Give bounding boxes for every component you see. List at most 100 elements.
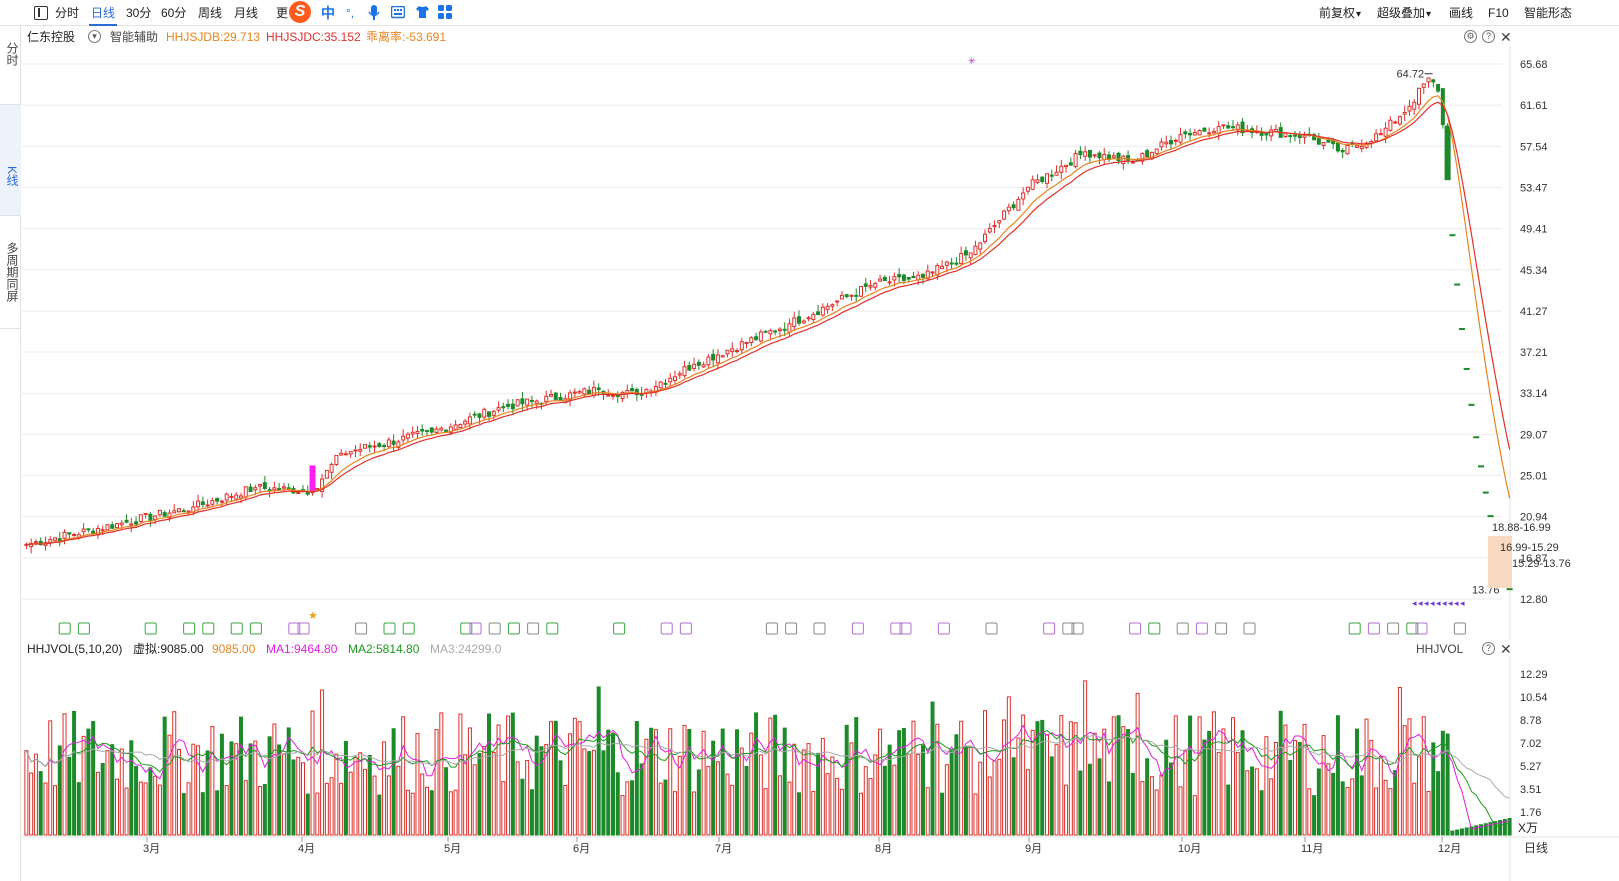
- volume-bar: [205, 750, 210, 836]
- smart-assist-label[interactable]: 智能辅助: [110, 30, 159, 44]
- candle-body: [1002, 210, 1007, 220]
- range-label-3: 15.29-13.76: [1512, 558, 1571, 570]
- f10-button[interactable]: F10: [1488, 6, 1509, 20]
- volume-bar: [911, 720, 916, 836]
- tab-more[interactable]: 更: [276, 6, 289, 20]
- volume-bar: [1402, 725, 1407, 836]
- assist-toggle-icon[interactable]: ▾: [88, 30, 101, 43]
- candle-body: [1355, 145, 1359, 149]
- candle-body: [868, 285, 873, 288]
- help-icon[interactable]: ?: [1482, 30, 1495, 43]
- skin-shirt-icon[interactable]: [415, 5, 430, 25]
- volume-bar: [649, 727, 654, 836]
- volume-bar: [730, 784, 735, 836]
- candle-body: [1378, 133, 1383, 136]
- candle-body: [372, 445, 377, 448]
- tab-30min[interactable]: 30分: [126, 6, 152, 20]
- candle-body: [434, 428, 439, 433]
- candle-body: [983, 233, 987, 242]
- ime-logo-icon[interactable]: S: [289, 1, 311, 23]
- volume-bar: [320, 689, 325, 836]
- candle-body: [811, 313, 816, 321]
- volume-bar: [816, 752, 821, 836]
- vtab-intraday[interactable]: 分时: [5, 42, 19, 66]
- candle-body: [148, 513, 153, 521]
- volume-bar: [367, 754, 372, 836]
- volume-bar: [768, 717, 773, 836]
- microphone-icon[interactable]: [368, 5, 380, 25]
- close-volume-icon[interactable]: ✕: [1500, 641, 1512, 657]
- tab-daily[interactable]: 日线: [88, 6, 118, 26]
- vtab-multi-period[interactable]: 多周期同屏: [5, 242, 19, 302]
- ime-punct-toggle[interactable]: °,: [346, 6, 355, 20]
- volume-bar: [1231, 717, 1235, 836]
- candle-body: [873, 282, 878, 288]
- volume-bar: [1235, 752, 1240, 836]
- volume-chart[interactable]: 12.29 10.54 8.78 7.02 5.27 3.51 1.76 X万 3月 4月 5月 6月…: [22, 656, 1619, 881]
- volume-bar: [596, 686, 601, 836]
- toolbox-grid-icon[interactable]: [438, 5, 452, 25]
- candle-body: [506, 403, 511, 407]
- volume-bar: [334, 753, 339, 836]
- keyboard-icon[interactable]: [391, 6, 405, 26]
- volume-bar: [1111, 716, 1116, 836]
- volume-bar: [801, 749, 806, 836]
- volume-bar: [854, 717, 859, 836]
- tab-60min[interactable]: 60分: [161, 6, 187, 20]
- ime-chinese-toggle[interactable]: 中: [321, 5, 335, 21]
- volume-bar: [983, 710, 987, 836]
- candlestick-chart[interactable]: 65.68 61.61 57.54 53.47 49.41 45.34 41.27 37.21…: [22, 46, 1619, 640]
- tab-monthly[interactable]: 月线: [234, 6, 259, 20]
- candle-body: [596, 387, 601, 391]
- candle-body: [906, 277, 911, 280]
- tab-intraday[interactable]: 分时: [55, 6, 80, 20]
- volume-help-icon[interactable]: ?: [1482, 642, 1495, 655]
- candle-body: [115, 523, 119, 529]
- volume-bar: [95, 771, 100, 836]
- candle-body: [467, 416, 472, 425]
- candle-body: [1436, 84, 1441, 92]
- volume-bar: [138, 781, 143, 836]
- price-axis-label: 53.47: [1520, 183, 1548, 195]
- candle-body: [1092, 154, 1097, 157]
- volume-bar: [644, 738, 649, 836]
- draw-line-button[interactable]: 画线: [1449, 6, 1474, 20]
- range-box-fill: [1488, 536, 1512, 588]
- volume-bar: [1335, 715, 1340, 836]
- tab-weekly[interactable]: 周线: [198, 6, 223, 20]
- candle-body: [921, 273, 925, 278]
- date-axis-label: 6月: [573, 843, 590, 855]
- volume-bar: [820, 737, 825, 836]
- volume-bar: [76, 782, 81, 836]
- volume-bar: [1006, 696, 1011, 836]
- settings-gear-icon[interactable]: ⚙: [1464, 30, 1477, 43]
- volume-bar: [167, 734, 172, 836]
- candle-body: [405, 433, 410, 439]
- candle-body: [949, 262, 954, 265]
- volume-bar: [997, 758, 1002, 836]
- candle-body: [582, 388, 587, 395]
- event-icon: [1195, 622, 1208, 635]
- smart-pattern-button[interactable]: 智能形态: [1524, 6, 1573, 20]
- candle-body: [239, 495, 243, 499]
- volume-bar: [467, 727, 472, 836]
- volume-bar: [797, 792, 801, 836]
- sidebar-toggle-icon[interactable]: [34, 6, 48, 20]
- vtab-kline[interactable]: K线: [0, 105, 21, 215]
- adjust-mode-dropdown[interactable]: 前复权: [1319, 5, 1361, 21]
- candle-body: [262, 482, 267, 489]
- volume-bar: [568, 733, 573, 836]
- volume-bar: [358, 752, 363, 836]
- candle-body: [48, 539, 53, 543]
- candle-body: [501, 406, 506, 409]
- volume-bar: [410, 792, 415, 836]
- close-main-icon[interactable]: ✕: [1500, 29, 1512, 45]
- ma2-line: [26, 101, 1511, 545]
- candle-body: [1164, 141, 1169, 145]
- volume-bar: [549, 721, 553, 836]
- candle-body: [1102, 153, 1107, 161]
- volume-bar: [1207, 730, 1212, 836]
- candle-body: [735, 350, 739, 353]
- event-icon: [144, 622, 157, 635]
- overlay-dropdown[interactable]: 超级叠加: [1377, 5, 1431, 21]
